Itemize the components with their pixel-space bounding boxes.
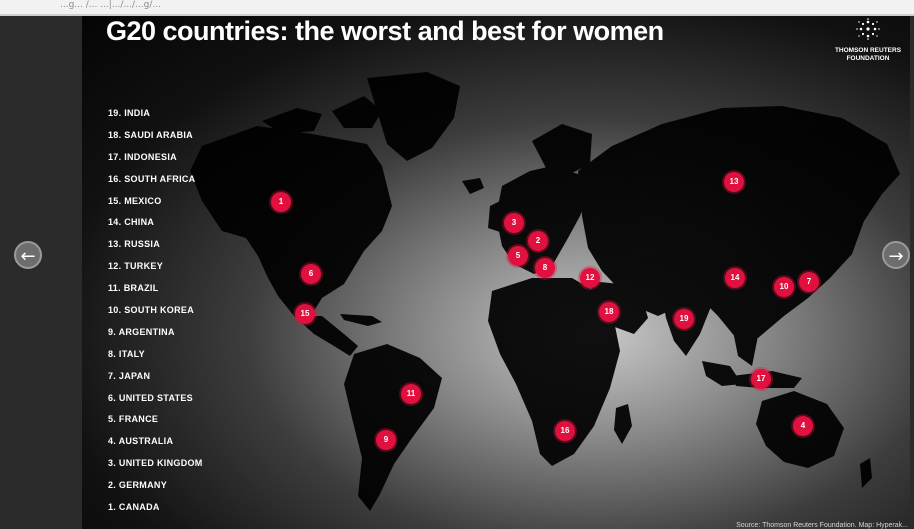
slide-image: G20 countries: the worst and best for wo…: [82, 16, 910, 529]
map-marker: 5: [508, 246, 528, 266]
ranking-item: 11. BRAZIL: [108, 283, 159, 294]
browser-top-strip: ...g... /... ...|.../.../...g/...: [0, 0, 914, 16]
ranking-item: 9. ARGENTINA: [108, 326, 175, 337]
thomson-reuters-logo-icon: [856, 18, 880, 40]
ranking-item: 12. TURKEY: [108, 261, 164, 272]
ranking-item: 1. CANADA: [108, 502, 160, 513]
logo-line-1: THOMSON REUTERS: [834, 47, 902, 54]
map-marker: 10: [774, 277, 794, 297]
ranking-item: 16. SOUTH AFRICA: [108, 173, 196, 184]
ranking-item: 6. UNITED STATES: [108, 392, 193, 403]
map-marker: 4: [793, 416, 813, 436]
map-marker: 14: [725, 268, 745, 288]
rankings-list: 19. INDIA 18. SAUDI ARABIA 17. INDONESIA…: [108, 108, 203, 524]
map-marker: 13: [724, 172, 744, 192]
slide-title: G20 countries: the worst and best for wo…: [106, 16, 664, 46]
map-marker: 15: [295, 304, 315, 324]
map-marker: 19: [674, 309, 694, 329]
ranking-item: 2. GERMANY: [108, 480, 168, 491]
map-marker: 1: [271, 192, 291, 212]
previous-slide-button[interactable]: ←: [14, 241, 42, 269]
ranking-item: 15. MEXICO: [108, 195, 162, 206]
map-marker: 17: [751, 369, 771, 389]
right-arrow-icon: →: [888, 246, 904, 267]
map-marker: 3: [504, 213, 524, 233]
ranking-item: 7. JAPAN: [108, 370, 151, 381]
right-gutter: [910, 16, 914, 529]
left-arrow-icon: ←: [20, 246, 36, 267]
ranking-item: 10. SOUTH KOREA: [108, 305, 195, 316]
ranking-item: 8. ITALY: [108, 348, 145, 359]
map-marker: 11: [401, 384, 421, 404]
ranking-item: 17. INDONESIA: [108, 151, 177, 162]
map-marker: 2: [528, 231, 548, 251]
logo-line-2: FOUNDATION: [846, 55, 890, 62]
ranking-item: 4. AUSTRALIA: [108, 436, 174, 447]
ranking-item: 18. SAUDI ARABIA: [108, 129, 193, 140]
map-marker: 8: [535, 258, 555, 278]
browser-url-fragment: ...g... /... ...|.../.../...g/...: [60, 0, 161, 10]
ranking-item: 19. INDIA: [108, 108, 151, 118]
source-credit: Source: Thomson Reuters Foundation. Map:…: [736, 522, 908, 529]
ranking-item: 5. FRANCE: [108, 414, 159, 425]
ranking-item: 14. CHINA: [108, 217, 155, 228]
map-marker: 18: [599, 302, 619, 322]
left-gutter: [0, 16, 82, 529]
map-marker: 12: [580, 268, 600, 288]
map-marker: 9: [376, 430, 396, 450]
next-slide-button[interactable]: →: [882, 241, 910, 269]
ranking-item: 3. UNITED KINGDOM: [108, 458, 203, 469]
map-marker: 7: [799, 272, 819, 292]
thomson-reuters-logo: THOMSON REUTERS FOUNDATION: [828, 18, 908, 63]
map-marker: 6: [301, 264, 321, 284]
ranking-item: 13. RUSSIA: [108, 239, 161, 250]
world-map: [190, 72, 900, 511]
map-marker: 16: [555, 421, 575, 441]
